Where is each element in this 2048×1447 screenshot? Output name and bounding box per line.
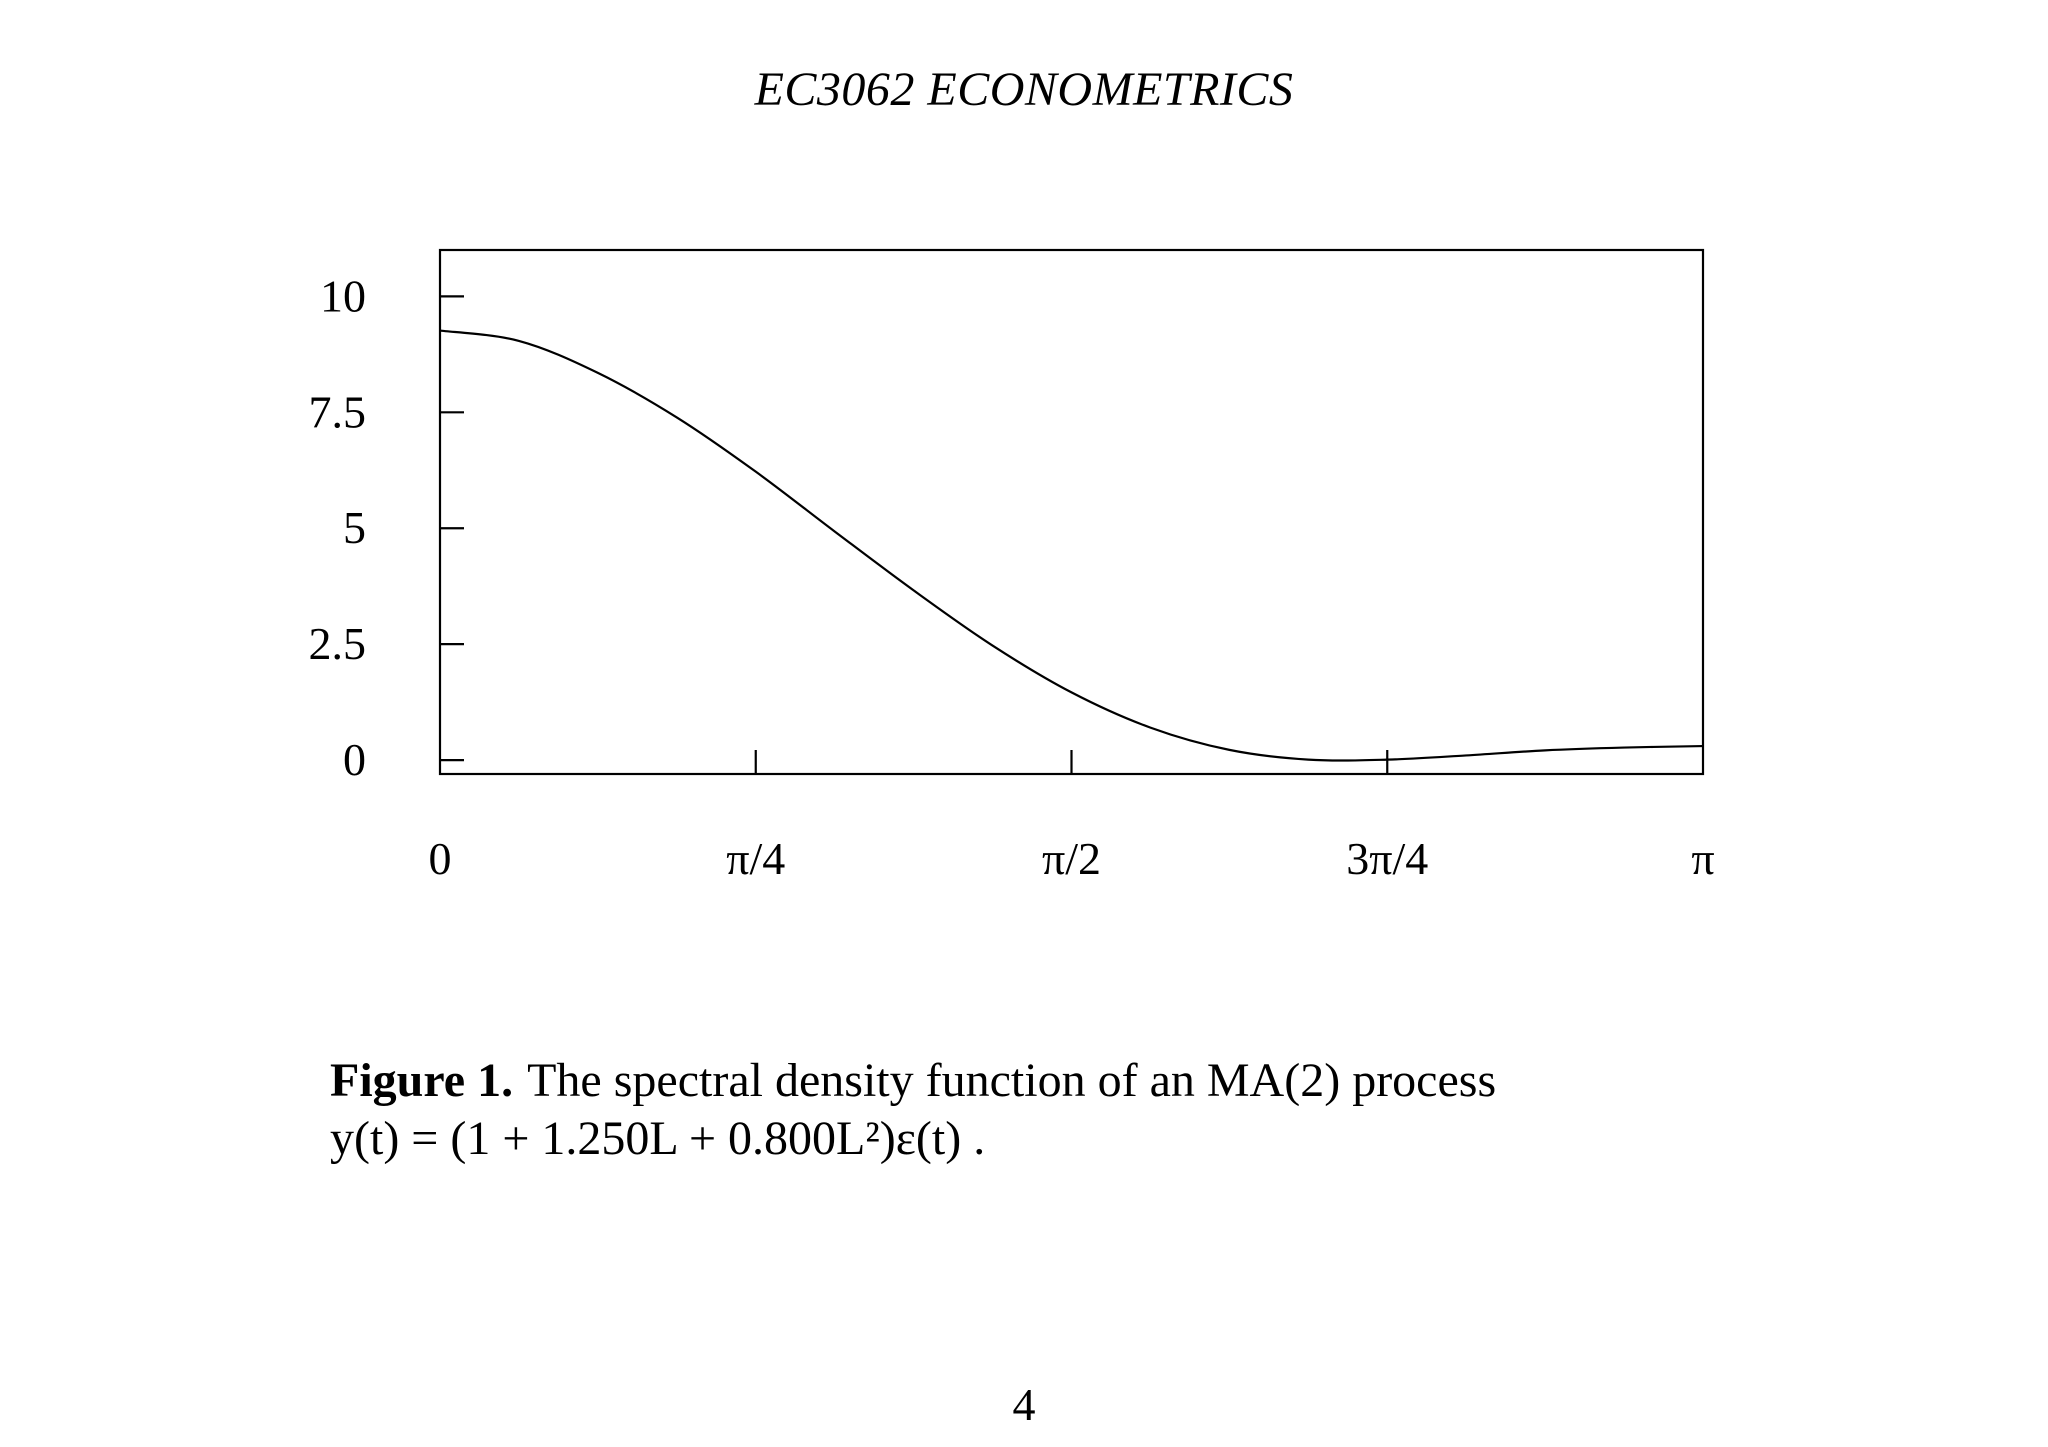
figure-caption-text: The spectral density function of an MA(2… <box>527 1054 1497 1107</box>
x-tick-label: π <box>1691 833 1714 884</box>
figure-caption-formula: y(t) = (1 + 1.250L + 0.800L²)ε(t) . <box>330 1112 986 1165</box>
running-head: EC3062 ECONOMETRICS <box>754 63 1294 116</box>
y-tick-label: 0 <box>343 734 366 785</box>
page-number: 4 <box>1012 1379 1036 1430</box>
x-axis-ticks: 0 π/4 π/2 3π/4 π <box>429 750 1715 884</box>
y-tick-label: 10 <box>320 270 366 321</box>
x-tick-label: 3π/4 <box>1346 833 1428 884</box>
x-tick-label: π/2 <box>1042 833 1101 884</box>
figure-label: Figure 1. <box>330 1054 514 1107</box>
plot-frame <box>438 248 1705 776</box>
x-tick-label: π/4 <box>726 833 785 884</box>
x-tick-label: 0 <box>429 833 452 884</box>
y-axis-ticks: 0 2.5 5 7.5 10 <box>309 270 464 785</box>
figure-caption: Figure 1. The spectral density function o… <box>330 1052 1708 1168</box>
y-tick-label: 5 <box>343 502 366 553</box>
y-tick-label: 7.5 <box>309 386 367 437</box>
spectral-density-chart: 0 2.5 5 7.5 10 0 π/4 π/2 3π/4 π <box>309 248 1715 884</box>
spectral-density-curve <box>439 329 1704 762</box>
y-tick-label: 2.5 <box>309 618 367 669</box>
